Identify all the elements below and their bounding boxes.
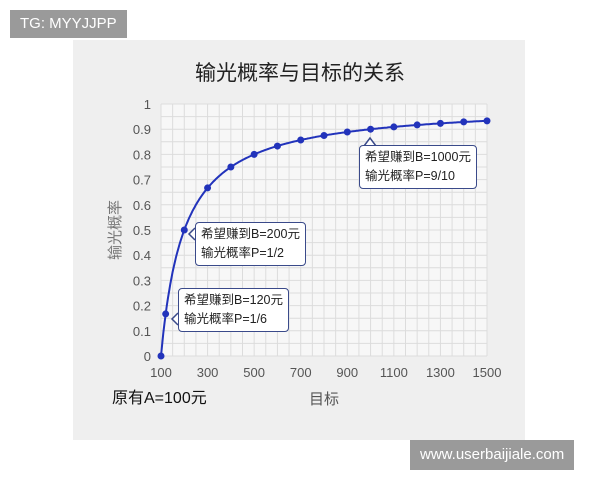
y-tick-label: 0.1 xyxy=(133,324,151,339)
y-axis-label: 输光概率 xyxy=(107,200,124,260)
note-label: 原有A=100元 xyxy=(112,389,207,407)
data-point xyxy=(436,119,444,127)
annotation-line: 输光概率P=9/10 xyxy=(365,169,455,183)
y-tick-label: 0.5 xyxy=(133,223,151,238)
y-tick-label: 0.4 xyxy=(133,248,151,263)
x-tick-label: 1300 xyxy=(426,365,455,380)
x-tick-label: 100 xyxy=(150,365,172,380)
annotation-line: 希望赚到B=1000元 xyxy=(365,150,471,164)
data-point xyxy=(297,136,305,144)
y-tick-label: 0.6 xyxy=(133,198,151,213)
annotation-b200: 希望赚到B=200元 输光概率P=1/2 xyxy=(195,222,306,266)
x-tick-label: 1500 xyxy=(473,365,502,380)
data-point xyxy=(367,125,375,133)
data-point xyxy=(162,310,170,318)
y-tick-label: 0 xyxy=(144,349,151,364)
data-point xyxy=(390,123,398,131)
data-point xyxy=(320,132,328,139)
y-tick-label: 0.8 xyxy=(133,147,151,162)
x-tick-label: 300 xyxy=(197,365,219,380)
data-point xyxy=(413,121,421,129)
watermark-top-left: TG: MYYJJPP xyxy=(10,10,127,38)
watermark-bottom-right: www.userbaijiale.com xyxy=(410,440,575,470)
x-tick-label: 700 xyxy=(290,365,312,380)
annotation-line: 希望赚到B=120元 xyxy=(184,293,283,307)
x-tick-label: 500 xyxy=(243,365,265,380)
data-point xyxy=(227,163,235,171)
y-tick-label: 0.2 xyxy=(133,299,151,314)
x-tick-label: 900 xyxy=(336,365,358,380)
data-point xyxy=(204,184,212,192)
callout-pointer xyxy=(187,227,196,241)
data-point xyxy=(343,128,351,136)
y-tick-label: 1 xyxy=(144,97,151,112)
data-point xyxy=(460,118,468,126)
data-point xyxy=(157,352,165,360)
x-tick-label: 1100 xyxy=(380,365,408,380)
x-axis-label: 目标 xyxy=(309,391,339,408)
annotation-line: 输光概率P=1/6 xyxy=(184,312,268,326)
y-tick-label: 0.9 xyxy=(133,122,151,137)
data-point xyxy=(250,150,258,158)
callout-pointer xyxy=(363,136,377,147)
annotation-line: 希望赚到B=200元 xyxy=(201,227,300,241)
data-point xyxy=(483,117,491,125)
y-tick-label: 0.7 xyxy=(133,173,151,188)
annotation-line: 输光概率P=1/2 xyxy=(201,246,285,260)
data-point xyxy=(180,226,188,234)
y-tick-label: 0.3 xyxy=(133,273,151,288)
callout-pointer xyxy=(170,312,179,326)
annotation-b1000: 希望赚到B=1000元 输光概率P=9/10 xyxy=(359,145,477,189)
data-point xyxy=(273,142,281,150)
annotation-b120: 希望赚到B=120元 输光概率P=1/6 xyxy=(178,288,289,332)
chart-title: 输光概率与目标的关系 xyxy=(195,62,405,85)
